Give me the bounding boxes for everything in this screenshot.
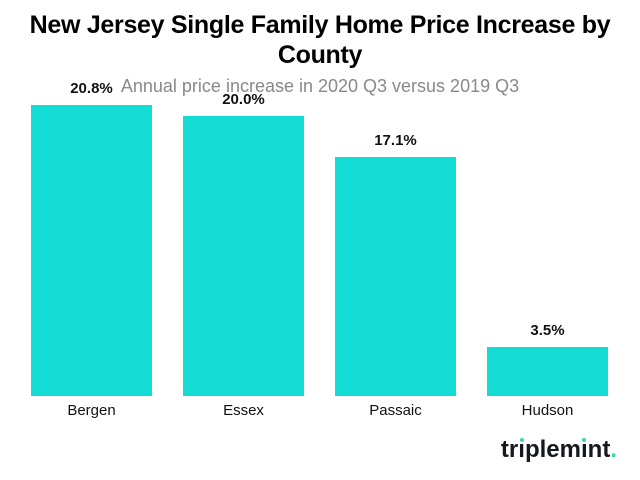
bar-value-label: 20.0%: [222, 91, 265, 108]
bar-value-label: 3.5%: [530, 322, 565, 339]
bar-value-label: 17.1%: [374, 132, 417, 149]
chart-title: New Jersey Single Family Home Price Incr…: [29, 11, 611, 69]
bar-column: 3.5% Hudson: [487, 78, 608, 420]
logo-i-dot: [519, 438, 524, 442]
logo-period: .: [610, 436, 617, 463]
bar-chart-plot-area: 20.8% Bergen 20.0% Essex 17.1% Passaic 3.5% Hud…: [31, 78, 608, 420]
bar-value-label: 20.8%: [70, 80, 113, 97]
bar: [335, 157, 456, 396]
bar-category-label: Essex: [223, 402, 264, 419]
chart-subtitle: Annual price increase in 2020 Q3 versus …: [120, 76, 520, 96]
bar-category-label: Bergen: [67, 402, 116, 419]
bar: [487, 347, 608, 396]
bar: [183, 116, 304, 396]
chart-header: New Jersey Single Family Home Price Incr…: [0, 10, 640, 97]
logo-i-dot: [582, 438, 587, 442]
bar-column: 20.8% Bergen: [31, 78, 152, 420]
bar-category-label: Hudson: [521, 402, 574, 419]
bar-column: 17.1% Passaic: [335, 78, 456, 420]
bar-column: 20.0% Essex: [183, 78, 304, 420]
bar-category-label: Passaic: [369, 402, 422, 419]
triplemint-logo: trı plemı nt.: [500, 436, 617, 463]
logo-letter-i: ı: [518, 436, 525, 463]
logo-letter-i: ı: [580, 436, 588, 463]
bar: [31, 105, 152, 396]
